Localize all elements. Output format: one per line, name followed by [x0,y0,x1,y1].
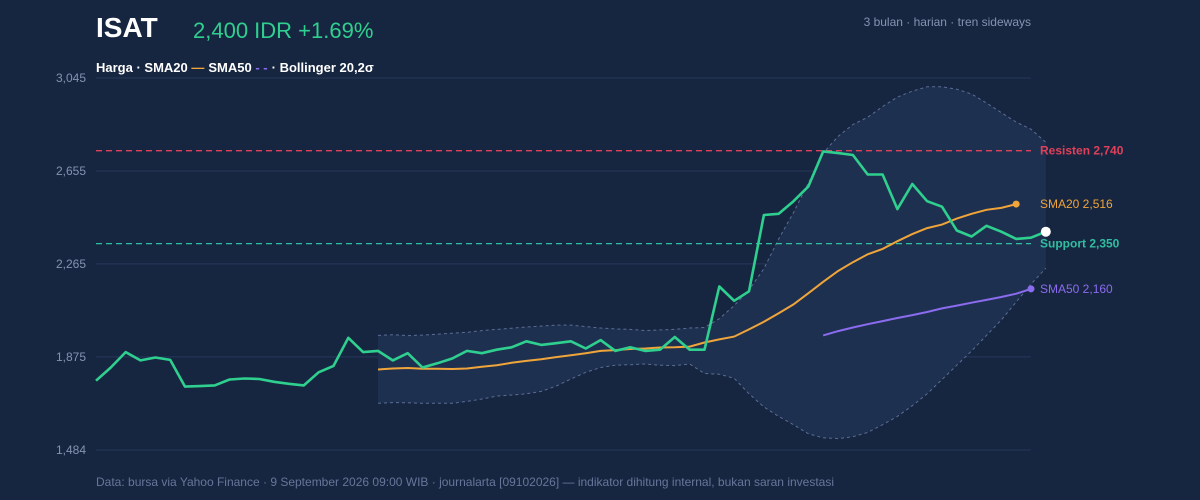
price-line [95,150,1047,388]
level-label-resisten: Resisten 2,740 [1040,144,1124,158]
bollinger-band [377,86,1047,440]
y-tick-label: 1,875 [56,350,86,364]
y-tick-label: 1,484 [56,443,86,457]
y-tick-label: 3,045 [56,71,86,85]
bollinger-lower-line [377,267,1047,440]
bollinger-fill [378,86,1046,439]
legend-sma50-swatch: - - [255,60,267,75]
level-label-support: Support 2,350 [1040,237,1120,251]
y-tick-label: 2,265 [56,257,86,271]
last-price-dot [1040,226,1051,237]
legend-sma20: SMA20 [144,60,191,75]
sma20-line [377,203,1017,371]
ticker-title: ISAT [96,12,158,43]
sma50-line [822,287,1032,337]
footer-source: Data: bursa via Yahoo Finance · 9 Septem… [96,475,834,489]
series-layer [95,150,1051,388]
legend-sma20-swatch: — [191,60,204,75]
sma20-end-dot [1012,200,1020,208]
price-change: 2,400 IDR +1.69% [193,18,373,43]
chart-context: 3 bulan · harian · tren sideways [864,15,1031,29]
sma50-end-dot [1027,285,1035,293]
sma50-end-label: SMA50 2,160 [1040,282,1113,296]
legend-sma50: SMA50 [208,60,255,75]
end-labels: Resisten 2,740 Support 2,350 SMA20 2,516 SM… [1040,144,1124,296]
legend-bollinger: · Bollinger 20,2σ [272,60,374,75]
legend-price: Harga · [96,60,144,75]
y-tick-label: 2,655 [56,164,86,178]
legend: Harga · SMA20 — SMA50 - - · Bollinger 20,2… [96,60,374,75]
sma20-end-label: SMA20 2,516 [1040,197,1113,211]
bollinger-upper-line [377,86,1047,337]
level-lines [96,150,1031,245]
